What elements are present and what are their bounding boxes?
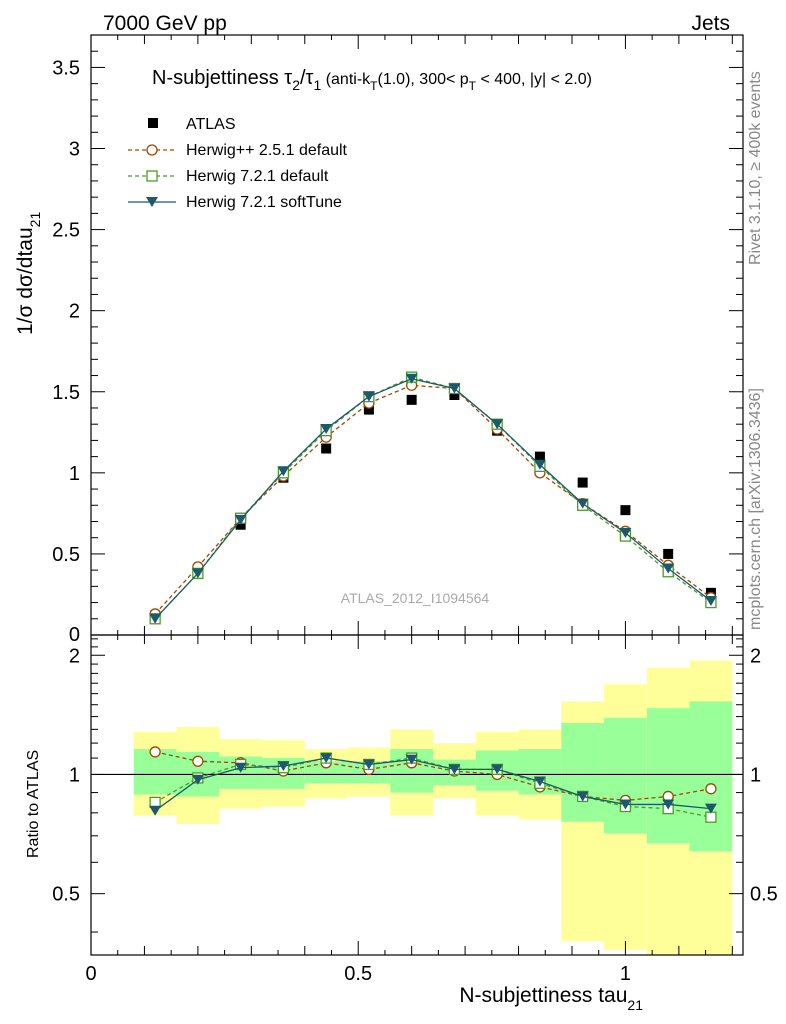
ratio-point-softtune <box>491 764 504 775</box>
band-inner-bin <box>646 708 690 844</box>
ratio-point-softtune <box>320 753 333 764</box>
data-point-atlas <box>363 404 374 415</box>
y-tick-label: 1 <box>69 463 80 485</box>
ratio-point-softtune <box>234 762 247 773</box>
legend-label-atlas: ATLAS <box>186 116 236 133</box>
data-point-softtune <box>448 383 461 394</box>
ratio-line-herwig721 <box>154 757 712 818</box>
ratio-point-softtune <box>362 759 375 770</box>
x-tick-label: 1 <box>620 963 631 985</box>
ratio-line-herwigpp <box>154 751 712 802</box>
ratio-series-softtune <box>149 753 717 816</box>
ratio-y-tick-label: 0.5 <box>52 884 80 906</box>
series-herwig721 <box>149 371 717 625</box>
mcplots-label: mcplots.cern.ch [arXiv:1306.3436] <box>747 388 764 630</box>
band-inner-bin <box>561 722 605 822</box>
legend-item-atlas: ATLAS <box>148 116 236 133</box>
y-tick-label: 3 <box>69 139 80 161</box>
ratio-point-softtune <box>662 799 675 810</box>
ratio-point-softtune <box>704 803 717 814</box>
ratio-point-softtune <box>448 764 461 775</box>
data-point-softtune <box>533 459 546 470</box>
legend-item-softtune: Herwig 7.2.1 softTune <box>128 194 342 211</box>
data-point-softtune <box>234 514 247 525</box>
legend-marker-herwigpp <box>146 144 158 156</box>
data-point-atlas <box>577 477 588 488</box>
ratio-point-softtune <box>149 805 162 816</box>
ratio-point-softtune <box>277 761 290 772</box>
rivet-label: Rivet 3.1.10, ≥ 400k events <box>747 71 764 265</box>
series-softtune <box>149 373 717 624</box>
header-energy: 7000 GeV pp <box>103 12 227 35</box>
data-point-atlas <box>620 505 631 516</box>
series-line-herwigpp <box>154 384 712 615</box>
band-inner-bin <box>604 717 647 834</box>
y-tick-label: 0.5 <box>52 544 80 566</box>
legend: ATLAS Herwig++ 2.5.1 default Herwig 7.2.… <box>128 116 348 211</box>
legend-marker-softtune <box>146 197 158 207</box>
ratio-y-tick-label: 1 <box>69 764 80 786</box>
data-point-softtune <box>320 424 333 435</box>
ratio-panel: N-subjettiness tau21 0 0.5 1 0.5 0.5 1 1 2 2 <box>52 634 778 1013</box>
y-tick-label: 1.5 <box>52 382 80 404</box>
data-point-softtune <box>491 419 504 430</box>
ratio-frame <box>90 634 744 956</box>
data-point-atlas <box>663 548 674 559</box>
ratio-point-softtune <box>576 791 589 802</box>
legend-item-herwigpp: Herwig++ 2.5.1 default <box>128 142 348 159</box>
band-inner-bin <box>304 761 348 784</box>
data-point-softtune <box>277 466 290 477</box>
data-point-softtune <box>362 391 375 402</box>
x-axis-label: N-subjettiness tau21 <box>459 984 643 1013</box>
data-point-softtune <box>576 498 589 509</box>
data-point-atlas <box>406 394 417 405</box>
y-tick-label-zero: 0 <box>69 624 80 646</box>
series-atlas <box>150 390 716 621</box>
legend-label-herwigpp: Herwig++ 2.5.1 default <box>186 142 348 159</box>
ratio-y-label: Ratio to ATLAS <box>25 750 42 858</box>
series-line-herwig721 <box>154 376 712 620</box>
series-line-softtune <box>154 378 712 620</box>
ratio-point-herwigpp <box>149 746 161 758</box>
ratio-y-tick-label-right: 1 <box>750 764 761 786</box>
data-point-softtune <box>149 613 162 624</box>
data-point-atlas <box>321 443 332 454</box>
legend-item-herwig721: Herwig 7.2.1 default <box>128 168 329 185</box>
y-tick-label: 3.5 <box>52 57 80 79</box>
data-point-atlas <box>534 451 545 462</box>
chart-title: N-subjettiness τ2/τ1 (anti-kT(1.0), 300<… <box>152 67 592 93</box>
y-tick-label: 2.5 <box>52 220 80 242</box>
legend-label-softtune: Herwig 7.2.1 softTune <box>186 194 342 211</box>
ratio-y-tick-label-right: 0.5 <box>750 884 778 906</box>
ratio-y-tick-label-right: 2 <box>750 645 761 667</box>
data-point-softtune <box>405 373 418 384</box>
ratio-point-softtune <box>191 774 204 785</box>
legend-marker-herwig721 <box>146 170 158 182</box>
ratio-point-herwigpp <box>192 755 204 767</box>
band-inner-bin <box>689 701 733 852</box>
ratio-line-softtune <box>154 757 711 812</box>
ratio-point-softtune <box>619 799 632 810</box>
data-point-softtune <box>191 568 204 579</box>
x-tick-label: 0.5 <box>344 963 372 985</box>
x-tick-label: 0 <box>85 963 96 985</box>
main-panel: N-subjettiness τ2/τ1 (anti-kT(1.0), 300<… <box>52 34 744 646</box>
series-herwigpp <box>149 379 717 620</box>
ratio-point-softtune <box>533 776 546 787</box>
data-point-atlas <box>449 390 460 400</box>
data-point-softtune <box>619 527 632 538</box>
data-point-softtune <box>662 563 675 574</box>
ratio-point-herwig721 <box>705 811 717 823</box>
y-tick-label: 2 <box>69 301 80 323</box>
ratio-y-tick-label: 2 <box>69 645 80 667</box>
legend-label-herwig721: Herwig 7.2.1 default <box>186 168 329 185</box>
header-category: Jets <box>691 12 730 35</box>
ratio-point-softtune <box>405 754 418 765</box>
ratio-point-herwigpp <box>705 783 717 795</box>
data-point-softtune <box>704 595 717 606</box>
main-y-label: 1/σ dσ/dtau21 <box>14 212 43 335</box>
analysis-watermark: ATLAS_2012_I1094564 <box>341 590 490 606</box>
legend-marker-atlas <box>148 118 158 128</box>
